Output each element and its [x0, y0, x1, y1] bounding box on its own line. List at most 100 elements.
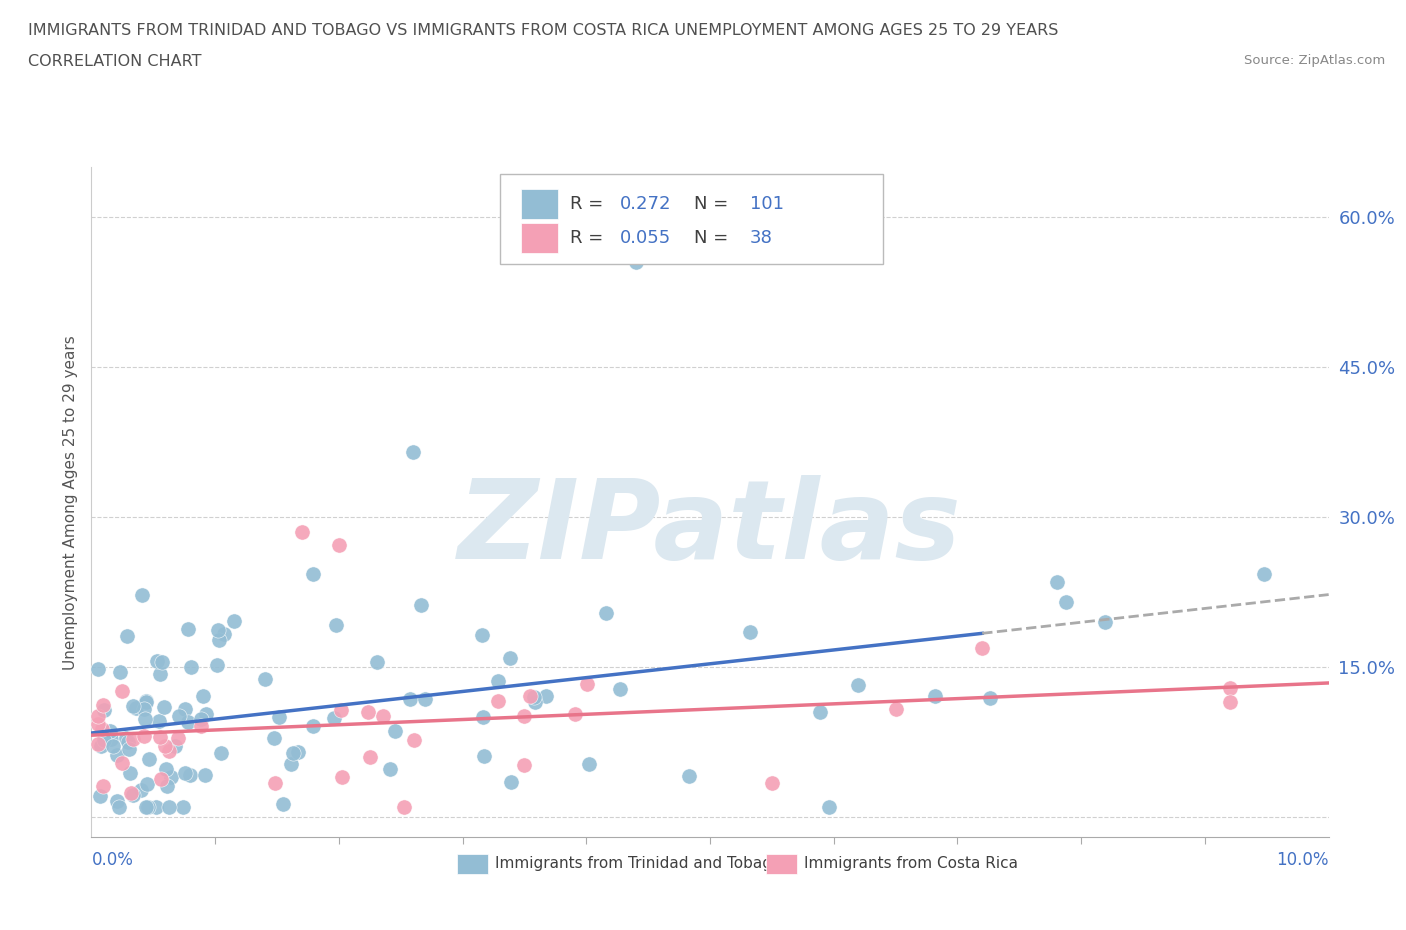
Point	[149, 729, 172, 744]
Point	[153, 700, 176, 715]
Point	[111, 756, 134, 771]
Point	[499, 650, 522, 665]
Point	[513, 709, 536, 724]
Point	[371, 709, 394, 724]
Point	[471, 710, 494, 724]
Point	[301, 719, 323, 734]
Point	[817, 800, 839, 815]
Text: N =: N =	[695, 194, 734, 213]
Text: 0.272: 0.272	[620, 194, 671, 213]
Point	[1219, 695, 1241, 710]
Point	[761, 776, 783, 790]
Point	[105, 748, 128, 763]
Point	[159, 770, 181, 785]
Point	[145, 800, 167, 815]
Point	[534, 688, 557, 703]
Point	[135, 800, 157, 815]
Point	[167, 709, 190, 724]
Point	[624, 255, 647, 270]
Point	[357, 705, 380, 720]
Point	[191, 689, 214, 704]
Point	[609, 682, 631, 697]
Point	[132, 729, 155, 744]
Point	[1219, 680, 1241, 695]
Point	[486, 673, 509, 688]
Point	[302, 566, 325, 581]
Text: 101: 101	[749, 194, 783, 213]
Point	[499, 775, 522, 790]
Text: 0.055: 0.055	[620, 230, 671, 247]
Point	[271, 797, 294, 812]
Point	[595, 605, 617, 620]
Point	[136, 800, 159, 815]
Point	[398, 691, 420, 706]
Point	[291, 525, 314, 539]
Point	[148, 714, 170, 729]
Point	[264, 776, 287, 790]
Point	[322, 711, 344, 725]
Point	[100, 724, 122, 738]
Text: Immigrants from Costa Rica: Immigrants from Costa Rica	[804, 857, 1018, 871]
Text: CORRELATION CHART: CORRELATION CHART	[28, 54, 201, 69]
Point	[86, 662, 108, 677]
Point	[212, 627, 235, 642]
Text: N =: N =	[695, 230, 734, 247]
Point	[118, 742, 141, 757]
Point	[125, 701, 148, 716]
Text: 38: 38	[749, 230, 772, 247]
Point	[122, 731, 145, 746]
Point	[136, 777, 159, 791]
Point	[93, 703, 115, 718]
Point	[145, 654, 167, 669]
Point	[253, 671, 276, 686]
Point	[135, 695, 157, 710]
Point	[108, 800, 131, 815]
Point	[166, 731, 188, 746]
Point	[330, 702, 353, 717]
Point	[267, 710, 290, 724]
Point	[89, 789, 111, 804]
Point	[114, 731, 136, 746]
Point	[117, 735, 139, 750]
Point	[224, 614, 246, 629]
Text: Source: ZipAtlas.com: Source: ZipAtlas.com	[1244, 54, 1385, 67]
Point	[91, 698, 114, 712]
Point	[150, 655, 173, 670]
Text: 10.0%: 10.0%	[1277, 851, 1329, 869]
Text: ZIPatlas: ZIPatlas	[458, 475, 962, 582]
Point	[190, 711, 212, 726]
Point	[808, 704, 831, 719]
Point	[402, 445, 425, 459]
Point	[972, 641, 994, 656]
Text: IMMIGRANTS FROM TRINIDAD AND TOBAGO VS IMMIGRANTS FROM COSTA RICA UNEMPLOYMENT A: IMMIGRANTS FROM TRINIDAD AND TOBAGO VS I…	[28, 23, 1059, 38]
Point	[173, 701, 195, 716]
Point	[513, 757, 536, 772]
Point	[155, 778, 177, 793]
Point	[86, 736, 108, 751]
Point	[174, 766, 197, 781]
Point	[100, 732, 122, 747]
Point	[207, 623, 229, 638]
Point	[205, 658, 228, 672]
Point	[519, 688, 541, 703]
Point	[117, 628, 139, 643]
Point	[129, 782, 152, 797]
Point	[86, 717, 108, 732]
Point	[524, 695, 547, 710]
Point	[328, 538, 350, 552]
Point	[172, 800, 194, 815]
Point	[155, 762, 177, 777]
Text: Immigrants from Trinidad and Tobago: Immigrants from Trinidad and Tobago	[495, 857, 782, 871]
Point	[330, 769, 353, 784]
Point	[122, 788, 145, 803]
Point	[138, 751, 160, 766]
Point	[118, 765, 141, 780]
Point	[325, 618, 347, 632]
Point	[283, 746, 305, 761]
Point	[157, 743, 180, 758]
Point	[131, 587, 153, 602]
Bar	[520, 189, 558, 219]
Point	[392, 800, 415, 815]
FancyBboxPatch shape	[499, 174, 883, 264]
Point	[93, 733, 115, 748]
